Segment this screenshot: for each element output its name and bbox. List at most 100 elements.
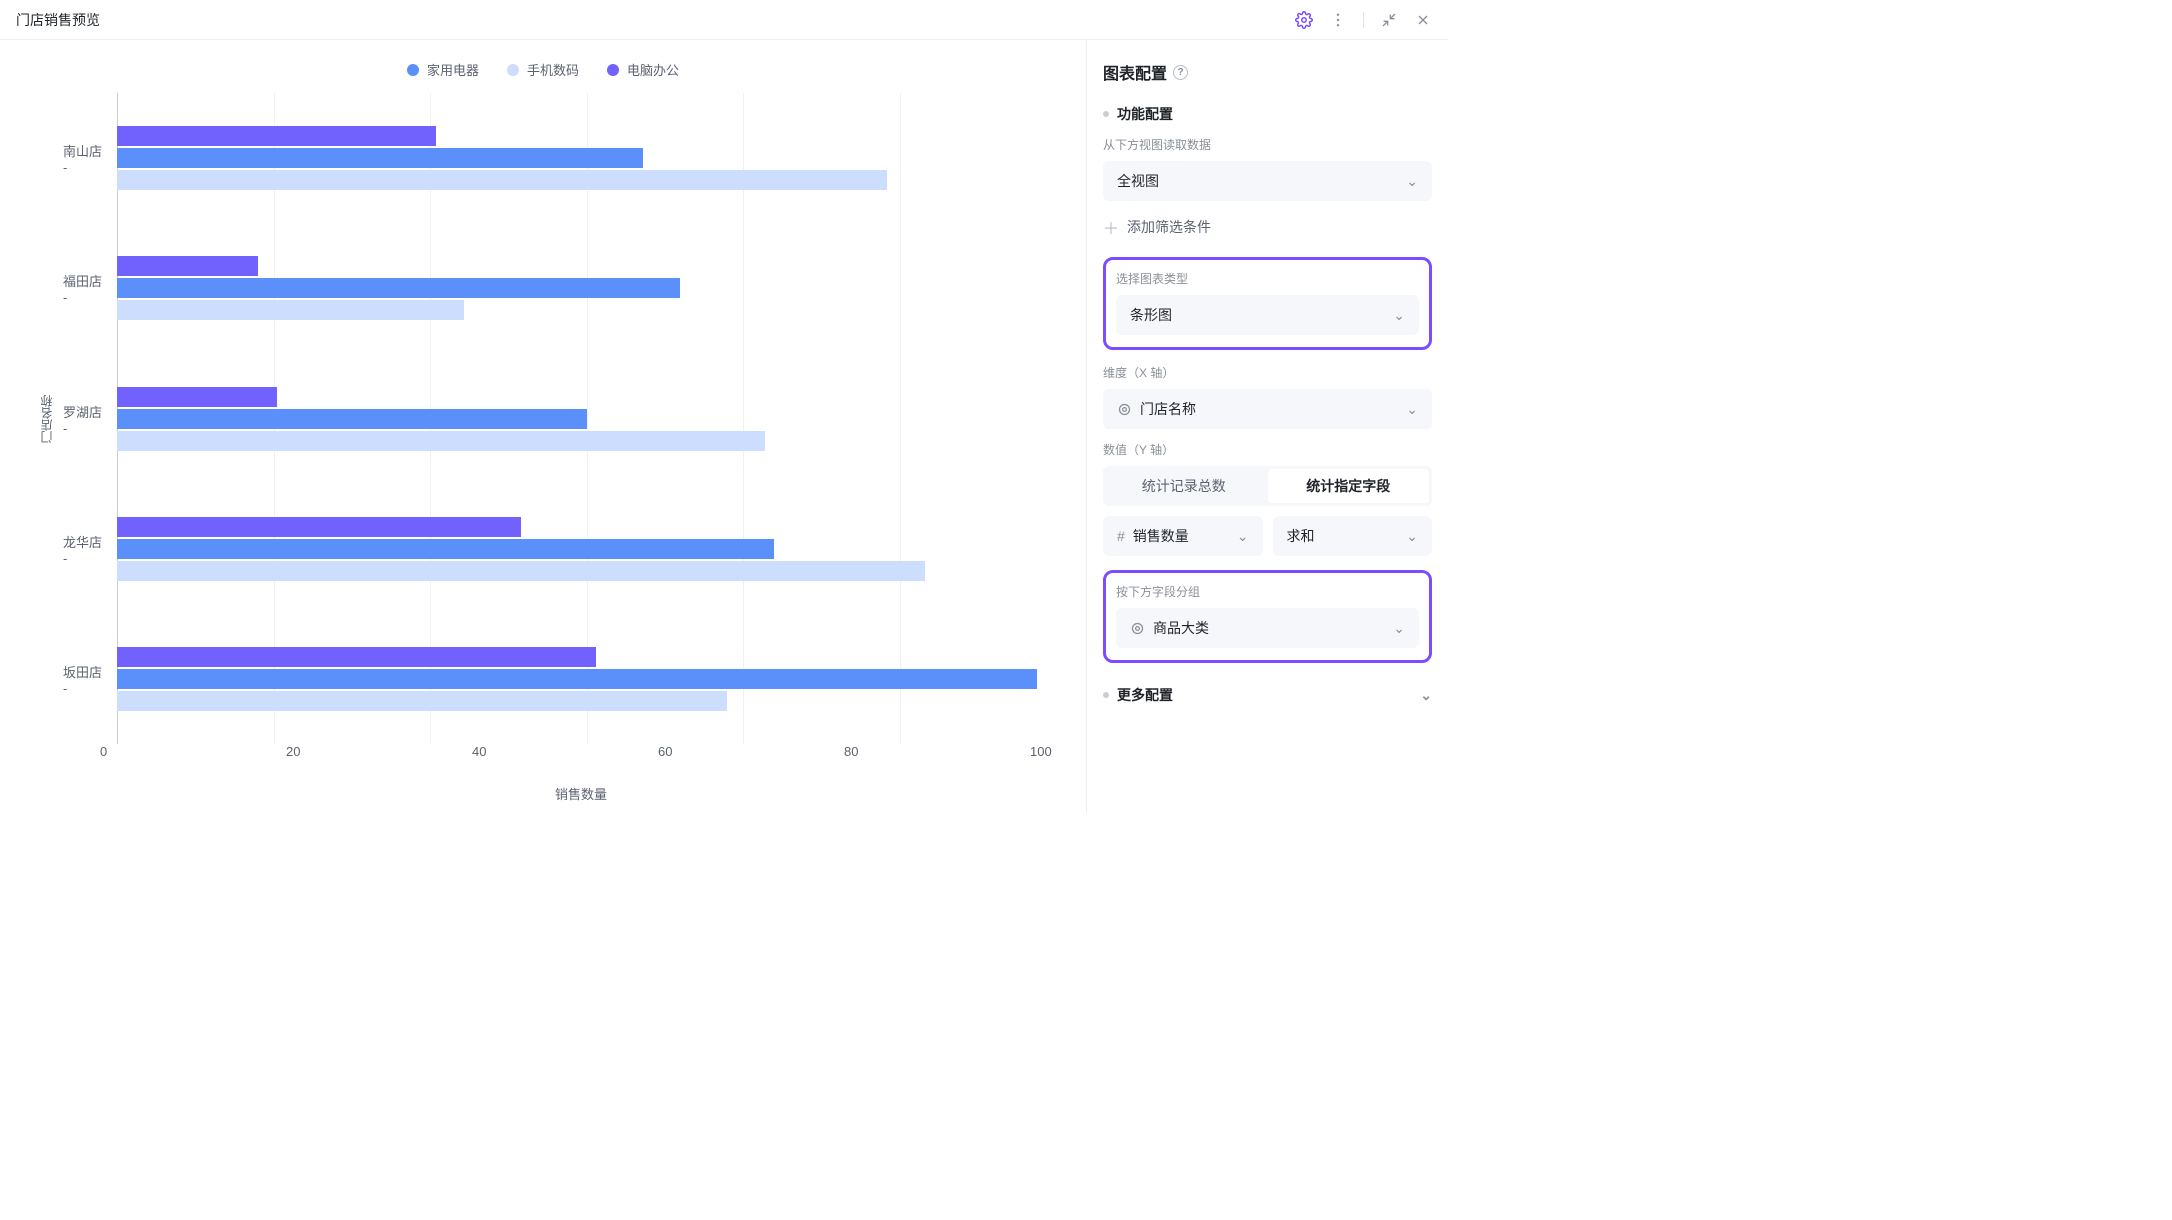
select-view-value: 全视图	[1117, 171, 1159, 191]
select-chart-type-value: 条形图	[1130, 305, 1172, 325]
more-config-row[interactable]: 更多配置 ⌄	[1103, 685, 1432, 705]
hash-icon: #	[1117, 528, 1125, 544]
chart-rows	[117, 93, 1056, 744]
section-dot	[1103, 111, 1109, 117]
toggle-specific-field[interactable]: 统计指定字段	[1268, 469, 1430, 503]
chart-row	[117, 223, 1056, 353]
y-axis-ticks: 南山店 -福田店 -罗湖店 -龙华店 -坂田店 -	[63, 93, 117, 744]
bar[interactable]	[117, 409, 587, 429]
select-dimension-content: 门店名称	[1117, 399, 1196, 419]
x-axis-title: 销售数量	[106, 778, 1056, 803]
topbar: 门店销售预览	[0, 0, 1448, 40]
label-read-view: 从下方视图读取数据	[1103, 136, 1432, 153]
target-icon	[1117, 402, 1132, 417]
plot-wrap: 门店名称 南山店 -福田店 -罗湖店 -龙华店 -坂田店 -	[30, 93, 1056, 744]
select-group-value: 商品大类	[1153, 618, 1209, 638]
select-group-content: 商品大类	[1130, 618, 1209, 638]
bar[interactable]	[117, 517, 521, 537]
gear-icon[interactable]	[1295, 11, 1313, 29]
collapse-icon[interactable]	[1380, 11, 1398, 29]
select-aggregation[interactable]: 求和 ⌄	[1273, 516, 1433, 556]
select-chart-type[interactable]: 条形图 ⌄	[1116, 295, 1419, 335]
toggle-count-records[interactable]: 统计记录总数	[1103, 466, 1265, 506]
label-dimension: 维度（X 轴）	[1103, 364, 1432, 381]
bar[interactable]	[117, 539, 774, 559]
chart-row	[117, 353, 1056, 483]
value-mode-toggle: 统计记录总数 统计指定字段	[1103, 466, 1432, 506]
bar[interactable]	[117, 278, 680, 298]
x-tick-label: 80	[844, 744, 1030, 778]
bar[interactable]	[117, 256, 258, 276]
label-chart-type: 选择图表类型	[1116, 270, 1419, 287]
close-icon[interactable]	[1414, 11, 1432, 29]
plot	[117, 93, 1056, 744]
legend-swatch	[607, 64, 619, 76]
chart-legend: 家用电器 手机数码 电脑办公	[30, 60, 1056, 79]
bar[interactable]	[117, 561, 925, 581]
section-dot	[1103, 692, 1109, 698]
legend-swatch	[507, 64, 519, 76]
highlight-box-group: 按下方字段分组 商品大类 ⌄	[1103, 570, 1432, 663]
legend-item[interactable]: 手机数码	[507, 60, 579, 79]
add-filter-button[interactable]: ＋ 添加筛选条件	[1103, 215, 1432, 239]
y-tick-label: 罗湖店 -	[63, 353, 117, 483]
select-aggregation-value: 求和	[1287, 526, 1315, 546]
value-field-row: # 销售数量 ⌄ 求和 ⌄	[1103, 516, 1432, 556]
select-value-field-value: 销售数量	[1133, 526, 1189, 546]
x-tick-label: 0	[100, 744, 286, 778]
legend-label: 手机数码	[527, 60, 579, 79]
select-dimension-value: 门店名称	[1140, 399, 1196, 419]
legend-item[interactable]: 电脑办公	[607, 60, 679, 79]
bar[interactable]	[117, 300, 464, 320]
panel-title-text: 图表配置	[1103, 60, 1167, 84]
y-tick-label: 龙华店 -	[63, 484, 117, 614]
target-icon	[1130, 621, 1145, 636]
bar[interactable]	[117, 647, 596, 667]
more-config-label: 更多配置	[1117, 685, 1173, 705]
bar[interactable]	[117, 126, 436, 146]
config-panel: 1 2 3 图表配置 ? 功能配置 从下方视图读取数据 全视图 ⌄ ＋ 添加筛选…	[1086, 40, 1448, 813]
select-value-field[interactable]: # 销售数量 ⌄	[1103, 516, 1263, 556]
highlight-box-chart-type: 选择图表类型 条形图 ⌄	[1103, 257, 1432, 350]
x-tick-label: 20	[286, 744, 472, 778]
x-tick-label: 40	[472, 744, 658, 778]
bar[interactable]	[117, 170, 887, 190]
bar[interactable]	[117, 691, 727, 711]
panel-title: 图表配置 ?	[1103, 60, 1432, 84]
chevron-down-icon: ⌄	[1406, 401, 1418, 418]
select-view[interactable]: 全视图 ⌄	[1103, 161, 1432, 201]
x-tick-label: 100	[1030, 744, 1050, 778]
topbar-actions	[1295, 11, 1432, 29]
legend-label: 电脑办公	[627, 60, 679, 79]
chart-row	[117, 614, 1056, 744]
chevron-down-icon: ⌄	[1237, 528, 1249, 545]
y-tick-label: 福田店 -	[63, 223, 117, 353]
page-title: 门店销售预览	[16, 10, 100, 30]
x-tick-label: 60	[658, 744, 844, 778]
chevron-down-icon: ⌄	[1393, 620, 1405, 637]
plus-icon: ＋	[1103, 215, 1119, 239]
body: 家用电器 手机数码 电脑办公 门店名称 南山店 -福田店 -罗湖店 -龙华店 -坂田…	[0, 40, 1448, 813]
chart-row	[117, 484, 1056, 614]
more-icon[interactable]	[1329, 11, 1347, 29]
more-config-left: 更多配置	[1103, 685, 1173, 705]
chevron-down-icon: ⌄	[1406, 173, 1418, 190]
legend-item[interactable]: 家用电器	[407, 60, 479, 79]
topbar-divider	[1363, 12, 1364, 28]
bar[interactable]	[117, 431, 765, 451]
bar[interactable]	[117, 669, 1037, 689]
select-dimension[interactable]: 门店名称 ⌄	[1103, 389, 1432, 429]
chart-row	[117, 93, 1056, 223]
legend-label: 家用电器	[427, 60, 479, 79]
help-icon[interactable]: ?	[1173, 65, 1188, 80]
y-tick-label: 坂田店 -	[63, 614, 117, 744]
select-group-field[interactable]: 商品大类 ⌄	[1116, 608, 1419, 648]
app-root: 门店销售预览 家用电器 手机数码 电脑办公 门店名称 南山店 -福田店 -罗湖店 -…	[0, 0, 1448, 813]
chevron-down-icon: ⌄	[1420, 687, 1432, 704]
section-function-label: 功能配置	[1117, 104, 1173, 124]
label-value: 数值（Y 轴）	[1103, 441, 1432, 458]
bar[interactable]	[117, 148, 643, 168]
bar[interactable]	[117, 387, 277, 407]
chevron-down-icon: ⌄	[1393, 307, 1405, 324]
chart-area: 家用电器 手机数码 电脑办公 门店名称 南山店 -福田店 -罗湖店 -龙华店 -坂田…	[0, 40, 1086, 813]
